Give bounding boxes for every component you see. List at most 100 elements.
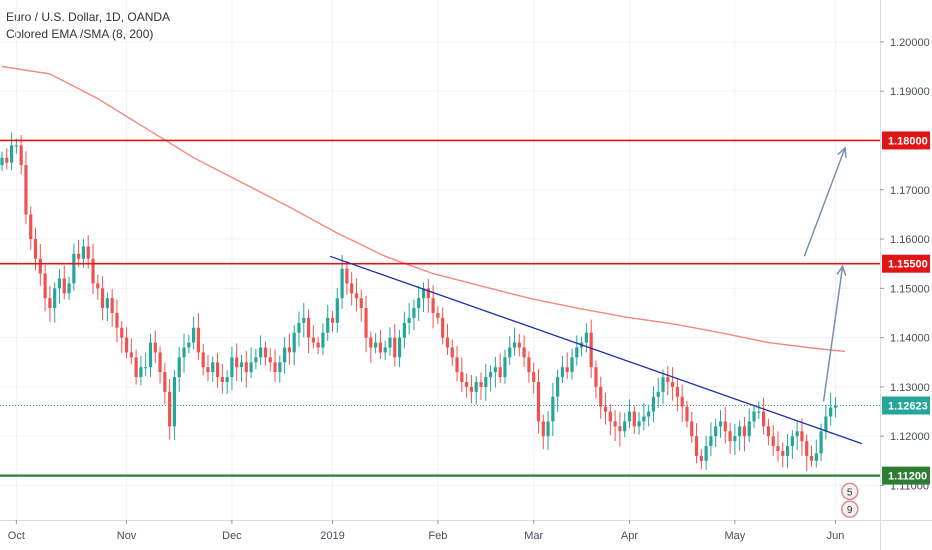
price-badge-1.15500-label: 1.15500 — [888, 259, 928, 271]
candle-body — [287, 347, 291, 353]
candle-body — [479, 381, 483, 387]
candle-body — [718, 421, 723, 427]
candle — [728, 422, 732, 455]
candle-body — [608, 411, 612, 422]
candle-body — [14, 145, 18, 147]
candle — [115, 299, 119, 343]
candle-body — [546, 421, 550, 437]
x-tick-label: May — [724, 530, 745, 542]
candle — [163, 362, 167, 405]
candle — [436, 306, 440, 324]
candle — [239, 354, 244, 382]
candle-body — [733, 436, 737, 442]
candle — [512, 327, 517, 356]
price-badge-1.11200-bg — [882, 466, 930, 485]
candle — [187, 334, 191, 354]
candle-body — [560, 367, 565, 378]
price-axis-bg — [880, 0, 932, 550]
candle-body — [249, 362, 253, 373]
candle-body — [723, 421, 727, 432]
candle-body — [340, 268, 344, 299]
candle — [192, 316, 196, 350]
candle-body — [139, 367, 143, 378]
candle — [733, 424, 737, 455]
candle-body — [9, 145, 14, 163]
x-tick-label: 2019 — [320, 530, 344, 542]
candle — [455, 346, 459, 382]
candle-body — [134, 357, 138, 378]
candle-body — [450, 347, 454, 358]
candle — [656, 377, 660, 409]
candle-body — [762, 411, 766, 427]
candle-body — [278, 362, 282, 373]
candle — [144, 352, 148, 377]
candle — [268, 347, 272, 372]
candle — [48, 286, 52, 322]
candle-body — [613, 421, 617, 427]
candle-body — [0, 157, 4, 166]
candle-body — [742, 426, 747, 437]
candle-body — [728, 431, 732, 442]
candle-body — [747, 421, 751, 437]
candle — [776, 431, 780, 462]
candle-body — [254, 357, 258, 363]
candle-body — [704, 446, 708, 461]
candle — [493, 356, 497, 388]
candle — [57, 269, 62, 304]
candle-body — [397, 337, 402, 358]
candle — [829, 392, 833, 426]
candle-body — [666, 377, 670, 382]
candle — [426, 278, 430, 313]
candle-body — [522, 347, 526, 358]
candle — [77, 239, 81, 268]
candle-body — [268, 357, 272, 363]
candle — [651, 386, 656, 423]
candle-body — [685, 406, 689, 422]
candle — [498, 353, 502, 383]
candle — [579, 336, 584, 357]
candle-body — [819, 431, 823, 454]
candle-body — [230, 357, 234, 378]
candle — [522, 335, 526, 368]
candle-body — [594, 367, 598, 387]
candle — [752, 404, 756, 429]
candle-body — [239, 362, 244, 368]
candle-body — [699, 455, 703, 461]
candle-body — [19, 145, 23, 166]
candle — [321, 323, 325, 355]
candle-body — [814, 453, 818, 461]
candle — [350, 272, 354, 306]
candle — [608, 403, 612, 436]
candle — [785, 433, 790, 469]
candle-body — [556, 377, 560, 397]
candle — [201, 343, 205, 376]
candle-body — [302, 317, 306, 323]
candle — [139, 355, 143, 386]
candle-body — [67, 283, 71, 294]
candle-body — [570, 357, 574, 373]
drawings-layer — [329, 146, 863, 445]
candle-body — [527, 357, 531, 373]
candle-body — [441, 317, 445, 338]
candle — [781, 442, 785, 468]
candle — [814, 439, 818, 468]
candle — [335, 287, 339, 333]
y-tick-label: 1.19000 — [890, 86, 930, 98]
candle — [584, 323, 588, 353]
trendline — [329, 255, 863, 445]
candle — [503, 349, 507, 384]
candle — [790, 430, 794, 460]
candle — [110, 288, 114, 327]
candle — [627, 399, 632, 429]
candle — [642, 403, 646, 431]
candle-body — [637, 421, 641, 427]
candle-body — [100, 288, 105, 309]
candle — [206, 355, 210, 382]
candle — [599, 376, 603, 419]
candle-body — [627, 411, 632, 422]
candle — [623, 412, 627, 438]
candle-body — [206, 367, 210, 373]
candle — [714, 418, 718, 447]
candle-body — [532, 372, 536, 382]
